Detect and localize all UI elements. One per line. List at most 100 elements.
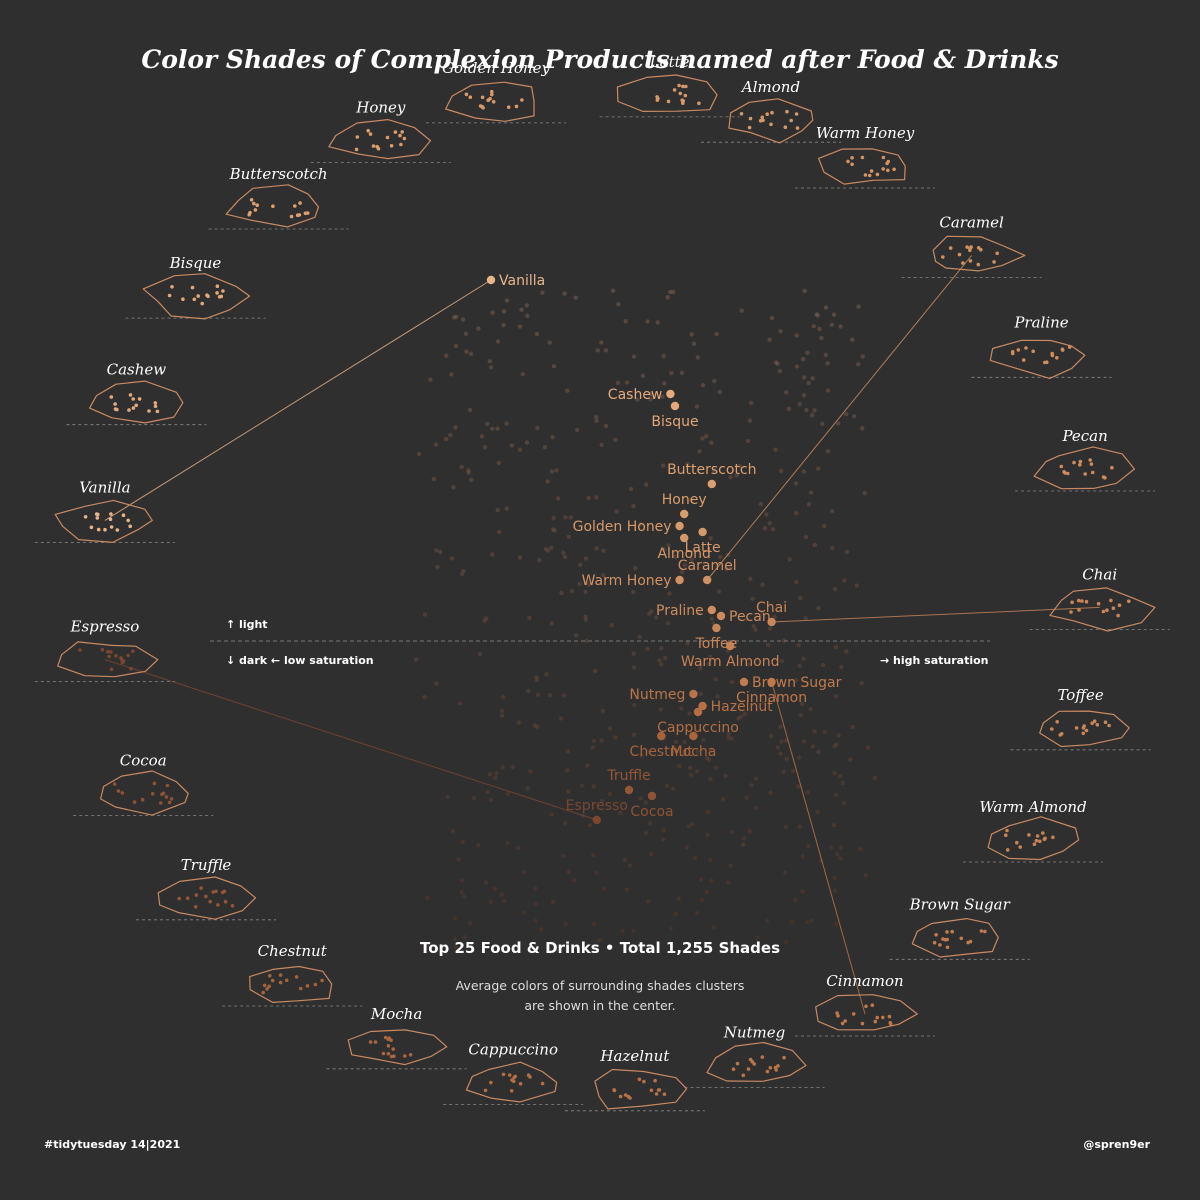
cluster-dot [109,395,114,399]
background-dot [550,899,556,905]
cluster-label: Brown Sugar [909,895,1011,913]
background-dot [665,295,670,300]
cluster-dot [741,1073,746,1078]
background-dot [599,442,604,448]
cluster-outline [157,876,257,920]
cluster-dot [155,409,160,414]
background-dot [835,421,841,426]
cluster-dot [773,1065,778,1070]
background-dot [493,775,498,780]
background-dot [801,469,806,474]
background-dot [568,515,573,520]
background-dot [534,331,540,337]
cluster-label: Golden Honey [442,59,550,77]
background-dot [459,890,464,895]
center-point-cappuccino: Cappuccino [657,707,739,736]
background-dot [539,927,544,932]
background-dot [586,495,591,501]
background-dot [812,542,817,548]
cluster-dot [386,1051,391,1056]
cluster-dot [1110,465,1114,470]
cluster-dot [119,656,123,660]
background-dot [534,677,539,683]
background-dot [804,407,809,413]
background-dot [833,645,839,650]
cluster-dot [216,903,220,907]
cluster-mocha: Mocha [326,1005,467,1070]
background-dot [841,800,847,806]
footer-hashtag: #tidytuesday 14|2021 [44,1138,180,1151]
center-point-cocoa: Cocoa [630,791,674,820]
background-dot [483,880,489,885]
center-point-espresso: Espresso [566,798,628,825]
background-dot [585,763,590,768]
background-dot [833,921,839,927]
background-dot [747,418,753,423]
cluster-dot [1083,472,1087,476]
background-dot [744,795,749,800]
background-dot [573,295,578,300]
cluster-label: Hazelnut [599,1047,670,1065]
background-dot [526,688,531,694]
background-dot [533,901,538,907]
background-dot [794,333,799,338]
center-dot [703,575,712,585]
background-dot [765,642,771,648]
cluster-hazelnut: Hazelnut [564,1047,705,1112]
cluster-dot [1070,600,1074,605]
cluster-cappuccino: Cappuccino [443,1040,584,1105]
background-dot [425,895,430,900]
background-dot [842,578,847,583]
center-dot [647,791,657,801]
cluster-dot [389,144,394,148]
background-dot [657,658,662,663]
cluster-dot [1059,732,1064,736]
center-label: Latte [685,540,721,556]
background-dot [778,724,783,729]
center-dot [716,611,726,621]
cluster-dot [1072,460,1076,465]
background-dot [425,943,430,948]
background-dot [825,361,830,366]
background-dot [561,550,566,555]
background-dot [517,324,523,329]
background-dot [674,739,679,744]
background-dot [533,886,538,891]
center-dot [698,701,707,711]
cluster-dot [948,246,953,250]
cluster-dot [846,159,850,164]
background-dot [803,534,809,540]
background-dot [596,938,601,943]
background-dot [519,307,524,312]
background-dot [769,733,774,739]
background-dot [716,589,722,594]
cluster-dot [400,130,405,134]
cluster-dot [748,116,753,121]
background-dot [648,821,653,826]
cluster-dot [305,984,310,988]
background-dot [779,658,785,664]
background-dot [565,768,570,773]
background-dot [463,331,469,336]
background-dot [830,508,835,514]
center-label: Bisque [651,414,698,430]
background-dot [459,878,464,883]
cluster-dot [255,203,259,207]
background-dot [684,845,689,850]
background-dot [800,889,805,894]
background-dot [838,324,843,329]
cluster-dot [89,525,94,530]
background-dot [786,406,792,412]
background-dot [599,798,605,804]
cluster-dot [112,782,117,786]
background-dot [689,821,695,827]
background-dot [649,852,654,857]
background-dot [444,436,449,442]
background-dot [562,554,568,560]
cluster-dot [735,1061,740,1066]
cluster-dot [961,261,965,265]
background-dot [572,878,577,883]
cluster-dot [298,201,302,205]
cluster-dot [684,84,688,89]
background-dot [574,633,579,638]
